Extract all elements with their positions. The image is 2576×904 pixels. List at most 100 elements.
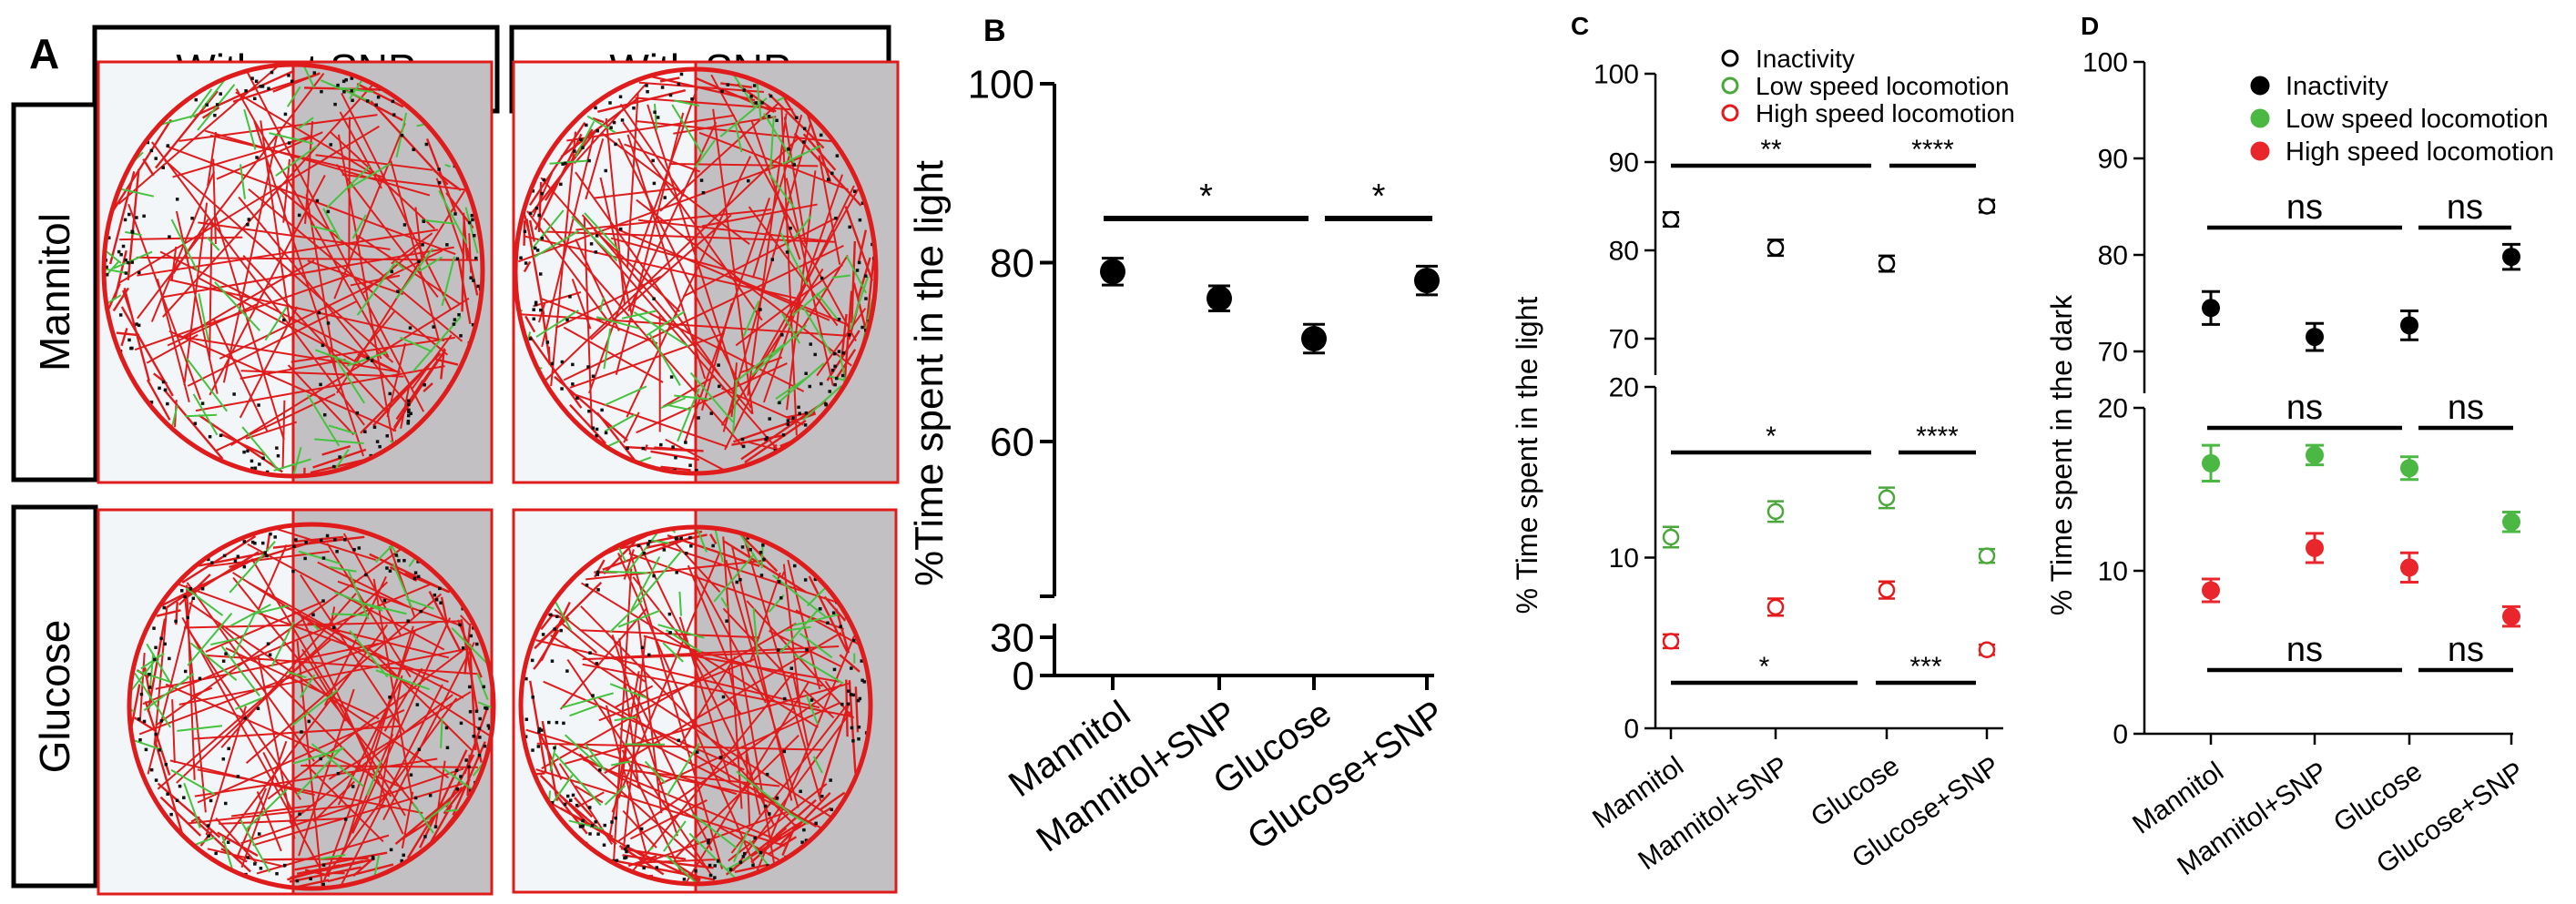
inactive-dot xyxy=(253,862,257,866)
inactive-dot xyxy=(178,784,182,788)
inactive-dot xyxy=(315,198,320,203)
inactive-dot xyxy=(860,659,864,663)
low-speed-segment xyxy=(296,746,344,797)
track-paths xyxy=(515,70,876,472)
inactive-dot xyxy=(350,89,353,93)
inactive-dot xyxy=(400,858,403,863)
low-speed-segment xyxy=(393,260,406,270)
inactive-dot xyxy=(847,333,851,337)
track-segment xyxy=(820,791,846,811)
low-speed-segment xyxy=(769,174,796,209)
track-segment xyxy=(137,229,439,277)
low-speed-segment xyxy=(444,163,451,168)
inactive-dot xyxy=(789,666,794,670)
inactive-dot xyxy=(540,236,545,240)
track-segment xyxy=(575,785,604,804)
track-segment xyxy=(865,255,876,326)
inactive-dot xyxy=(581,818,585,823)
track-segment xyxy=(406,808,440,859)
track-segment xyxy=(808,575,849,653)
inactive-dot xyxy=(532,317,535,321)
arena-rim xyxy=(127,522,496,891)
inactive-dot xyxy=(532,308,535,311)
track-segment xyxy=(660,543,837,604)
track-segment xyxy=(172,218,209,275)
low-speed-segment xyxy=(297,117,314,130)
track-segment xyxy=(785,178,834,386)
low-speed-segment xyxy=(571,215,618,262)
low-speed-segment xyxy=(146,643,171,684)
track-segment xyxy=(327,863,394,883)
track-segment xyxy=(199,829,214,847)
inactive-dot xyxy=(142,719,147,724)
track-segment xyxy=(575,208,772,231)
low-speed-segment xyxy=(781,145,822,166)
significance-label: ns xyxy=(2447,188,2483,227)
low-speed-segment xyxy=(400,336,433,353)
inactive-dot xyxy=(752,84,757,87)
track-segment xyxy=(844,206,874,281)
inactive-dot xyxy=(325,533,330,538)
inactive-dot xyxy=(624,847,627,851)
track-segment xyxy=(834,349,857,381)
inactive-dot xyxy=(840,702,844,706)
inactive-dot xyxy=(257,403,260,407)
track-segment xyxy=(214,213,285,441)
inactive-dot xyxy=(609,126,613,129)
inactive-dot xyxy=(117,249,121,254)
inactive-dot xyxy=(168,656,171,661)
inactive-dot xyxy=(716,859,720,863)
inactive-dot xyxy=(214,851,218,856)
low-speed-segment xyxy=(799,633,833,659)
low-speed-segment xyxy=(129,654,160,696)
inactive-dot xyxy=(535,249,540,252)
inactive-dot xyxy=(123,218,127,222)
inactive-dot xyxy=(415,703,420,706)
inactive-dot xyxy=(671,445,675,449)
low-speed-segment xyxy=(187,613,233,666)
inactive-dot xyxy=(226,840,230,844)
inactive-dot xyxy=(138,737,142,742)
low-speed-segment xyxy=(159,114,197,126)
inactive-dot xyxy=(547,720,551,725)
low-speed-segment xyxy=(805,695,819,726)
low-speed-segment xyxy=(347,570,370,620)
data-point-low-speed-locomotion-mannitol xyxy=(1662,528,1680,546)
inactive-dot xyxy=(320,538,323,543)
inactive-dot xyxy=(270,70,274,75)
inactive-dot xyxy=(382,598,387,603)
data-point-high-speed-locomotion-glucose xyxy=(1878,581,1896,599)
low-speed-segment xyxy=(666,742,700,797)
inactive-dot xyxy=(651,158,655,163)
inactive-dot xyxy=(437,180,442,185)
inactive-dot xyxy=(550,659,555,663)
data-point-high-speed-locomotion-mannitol xyxy=(1662,633,1680,650)
track-segment xyxy=(823,595,847,622)
inactive-dot xyxy=(409,773,413,777)
inactive-dot xyxy=(130,229,134,234)
track-segment xyxy=(617,137,752,409)
track-segment xyxy=(585,138,605,200)
low-speed-segment xyxy=(742,300,760,338)
inactive-dot xyxy=(154,645,158,650)
inactive-dot xyxy=(538,272,543,276)
inactive-dot xyxy=(589,242,594,246)
track-segment xyxy=(818,704,850,797)
track-segment xyxy=(209,174,326,396)
inactive-dot xyxy=(612,120,616,125)
track-segment xyxy=(163,388,224,460)
data-point-inactivity-mannitol-plus-snp xyxy=(1767,239,1785,257)
inactive-dot xyxy=(163,642,167,646)
inactive-dot xyxy=(137,717,141,721)
data-point-low-speed-locomotion-mannitol xyxy=(2202,453,2220,472)
inactive-dot xyxy=(321,343,325,348)
track-segment xyxy=(835,608,850,654)
inactive-dot xyxy=(646,89,649,94)
low-speed-segment xyxy=(689,527,708,553)
inactive-dot xyxy=(738,860,743,864)
track-segment xyxy=(593,229,681,312)
inactive-dot xyxy=(828,390,831,393)
low-speed-segment xyxy=(366,759,382,797)
inactive-dot xyxy=(604,431,608,435)
track-segment xyxy=(627,546,724,869)
